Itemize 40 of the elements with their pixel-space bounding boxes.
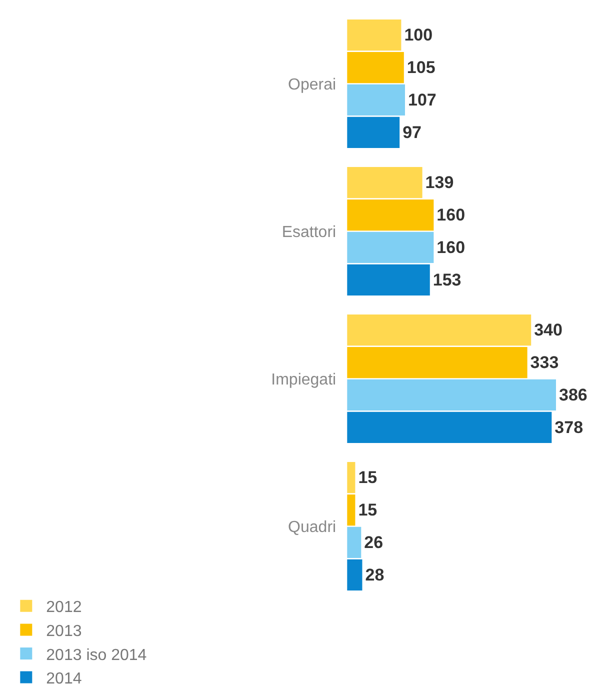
bar [347,167,422,198]
data-label: 15 [358,500,378,520]
bar [347,379,556,411]
data-label: 105 [406,58,436,78]
bar [347,20,402,51]
data-label: 160 [436,238,466,257]
data-label: 97 [402,122,422,142]
data-label: 340 [534,320,562,340]
bar [347,314,532,346]
legend-label: 2013 [46,622,82,640]
data-label: 100 [404,26,433,45]
data-label: 139 [425,173,454,192]
data-label: 378 [554,418,584,437]
bar [347,232,434,264]
legend-label: 2013 iso 2014 [46,646,147,664]
bar [347,412,552,443]
data-label: 386 [559,385,588,404]
data-label: 160 [436,206,466,225]
data-label: 153 [432,270,462,290]
y-tick-label: Esattori [282,224,336,241]
y-tick-label: Impiegati [271,371,336,388]
bar [347,494,356,526]
legend-label: 2014 [46,670,82,688]
y-tick-label: Operai [288,76,336,94]
bar [347,84,405,116]
bar [347,52,404,84]
bar [347,116,400,148]
bar [347,526,362,558]
data-label: 333 [530,353,559,372]
data-label: 15 [358,468,378,488]
bar [347,346,528,378]
bar [347,462,356,494]
data-label: 26 [364,532,384,552]
y-tick-label: Quadri [288,518,336,536]
data-label: 107 [408,90,436,110]
bar [347,559,362,590]
bar [347,199,434,231]
data-label: 28 [365,565,384,584]
legend-label: 2012 [46,599,82,616]
bar [347,264,430,296]
